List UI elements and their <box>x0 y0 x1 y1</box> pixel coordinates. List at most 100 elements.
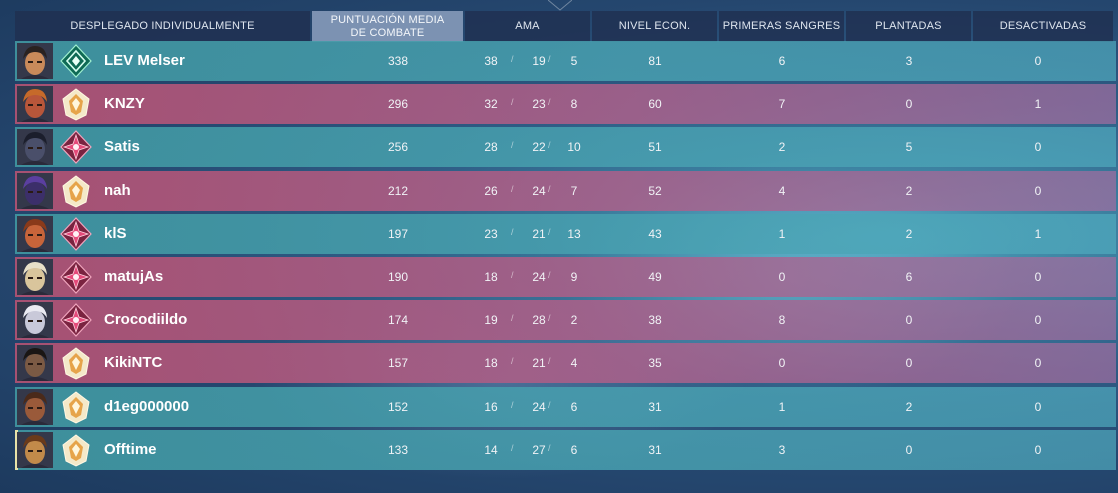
player-row[interactable]: d1eg000000 152 16 24 6 31 1 2 0 / / <box>15 387 1116 427</box>
kda-separator: / <box>511 443 514 453</box>
econ-value: 35 <box>648 356 662 370</box>
acs-value: 197 <box>387 227 409 241</box>
kda-separator: / <box>548 140 551 150</box>
immortal-rank-icon <box>59 260 93 294</box>
acs-value: 212 <box>387 184 409 198</box>
player-row[interactable]: Satis 256 28 22 10 51 2 5 0 / / <box>15 127 1116 167</box>
plants-value: 2 <box>905 184 913 198</box>
header-sort-label: DESPLEGADO INDIVIDUALMENTE <box>70 20 255 32</box>
player-row[interactable]: nah 212 26 24 7 52 4 2 0 / / <box>15 171 1116 211</box>
header-kda[interactable]: AMA <box>465 11 590 42</box>
header-defuses[interactable]: DESACTIVADAS <box>973 11 1113 42</box>
player-row[interactable]: klS 197 23 21 13 43 1 2 1// <box>15 214 1116 254</box>
defuses-value: 1 <box>1034 227 1042 241</box>
acs-value: 338 <box>387 54 409 68</box>
player-name[interactable]: Offtime <box>104 441 157 458</box>
player-row[interactable]: Offtime 133 14 27 6 31 3 0 0 / / <box>15 430 1116 470</box>
kda-separator: / <box>548 400 551 410</box>
kda-separator: / <box>511 140 514 150</box>
defuses-value: 1 <box>1034 97 1042 111</box>
econ-value: 31 <box>648 443 662 457</box>
assists-value: 8 <box>570 97 578 111</box>
header-econ[interactable]: NIVEL ECON. <box>592 11 717 42</box>
kills-value: 19 <box>484 313 498 327</box>
acs-value: 296 <box>387 97 409 111</box>
player-name[interactable]: KNZY <box>104 95 145 112</box>
kda-separator: / <box>511 184 514 194</box>
first-bloods-value: 0 <box>778 356 786 370</box>
player-name[interactable]: klS <box>104 225 127 242</box>
agent-portrait-icon <box>17 302 53 338</box>
player-name[interactable]: Satis <box>104 138 140 155</box>
defuses-value: 0 <box>1034 54 1042 68</box>
plants-value: 3 <box>905 54 913 68</box>
kda-separator: / <box>548 54 551 64</box>
player-row[interactable]: LEV Melser 338 38 19 5 81 6 3 0 / / <box>15 41 1116 81</box>
econ-value: 52 <box>648 184 662 198</box>
kda-separator: / <box>511 54 514 64</box>
kda-separator: / <box>548 227 551 237</box>
header-first-bloods-label: PRIMERAS SANGRES <box>722 20 841 32</box>
header-econ-label: NIVEL ECON. <box>618 20 691 32</box>
assists-value: 4 <box>570 356 578 370</box>
immortal-rank-icon <box>59 303 93 337</box>
header-first-bloods[interactable]: PRIMERAS SANGRES <box>719 11 844 42</box>
header-sort-mode[interactable]: DESPLEGADO INDIVIDUALMENTE <box>15 11 310 42</box>
econ-value: 43 <box>648 227 662 241</box>
player-row[interactable]: KikiNTC 157 18 21 4 35 0 0 0 / / <box>15 343 1116 383</box>
assists-value: 6 <box>570 443 578 457</box>
assists-value: 9 <box>570 270 578 284</box>
player-name[interactable]: nah <box>104 182 131 199</box>
kda-separator: / <box>511 356 514 366</box>
radiant-rank-icon <box>59 346 93 380</box>
first-bloods-value: 3 <box>778 443 786 457</box>
header-plants[interactable]: PLANTADAS <box>846 11 971 42</box>
first-bloods-value: 7 <box>778 97 786 111</box>
kills-value: 14 <box>484 443 498 457</box>
plants-value: 2 <box>905 400 913 414</box>
deaths-value: 28 <box>532 313 546 327</box>
assists-value: 7 <box>570 184 578 198</box>
player-row[interactable]: Crocodiildo 174 19 28 2 38 8 0 0 / / <box>15 300 1116 340</box>
acs-value: 152 <box>387 400 409 414</box>
deaths-value: 23 <box>532 97 546 111</box>
player-name[interactable]: KikiNTC <box>104 354 163 371</box>
econ-value: 31 <box>648 400 662 414</box>
player-row[interactable]: matujAs 190 18 24 9 49 0 6 0 / / <box>15 257 1116 297</box>
defuses-value: 0 <box>1034 313 1042 327</box>
kda-separator: / <box>548 270 551 280</box>
econ-value: 38 <box>648 313 662 327</box>
header-acs[interactable]: PUNTUACIÓN MEDIA DE COMBATE <box>312 11 463 42</box>
kda-separator: / <box>511 313 514 323</box>
kda-separator: / <box>511 270 514 280</box>
assists-value: 6 <box>570 400 578 414</box>
player-row[interactable]: KNZY 296 32 23 8 60 7 0 1 / / <box>15 84 1116 124</box>
first-bloods-value: 6 <box>778 54 786 68</box>
defuses-value: 0 <box>1034 356 1042 370</box>
kills-value: 32 <box>484 97 498 111</box>
deaths-value: 21 <box>532 227 546 241</box>
acs-value: 190 <box>387 270 409 284</box>
radiant-rank-icon <box>59 433 93 467</box>
plants-value: 5 <box>905 140 913 154</box>
agent-portrait-icon <box>17 43 53 79</box>
player-name[interactable]: d1eg000000 <box>104 398 190 415</box>
agent-portrait-icon <box>17 389 53 425</box>
player-name[interactable]: Crocodiildo <box>104 311 188 328</box>
header-kda-label: AMA <box>515 20 540 32</box>
kills-value: 38 <box>484 54 498 68</box>
agent-portrait-icon <box>17 129 53 165</box>
plants-value: 0 <box>905 97 913 111</box>
agent-portrait-icon <box>17 173 53 209</box>
header-plants-label: PLANTADAS <box>875 20 942 32</box>
kda-separator: / <box>511 227 514 237</box>
player-name[interactable]: matujAs <box>104 268 164 285</box>
defuses-value: 0 <box>1034 184 1042 198</box>
kills-value: 23 <box>484 227 498 241</box>
player-name[interactable]: LEV Melser <box>104 52 185 69</box>
assists-value: 10 <box>567 140 581 154</box>
kda-separator: / <box>548 443 551 453</box>
agent-portrait-icon <box>17 259 53 295</box>
econ-value: 51 <box>648 140 662 154</box>
scoreboard-header: DESPLEGADO INDIVIDUALMENTE PUNTUACIÓN ME… <box>15 11 1113 42</box>
